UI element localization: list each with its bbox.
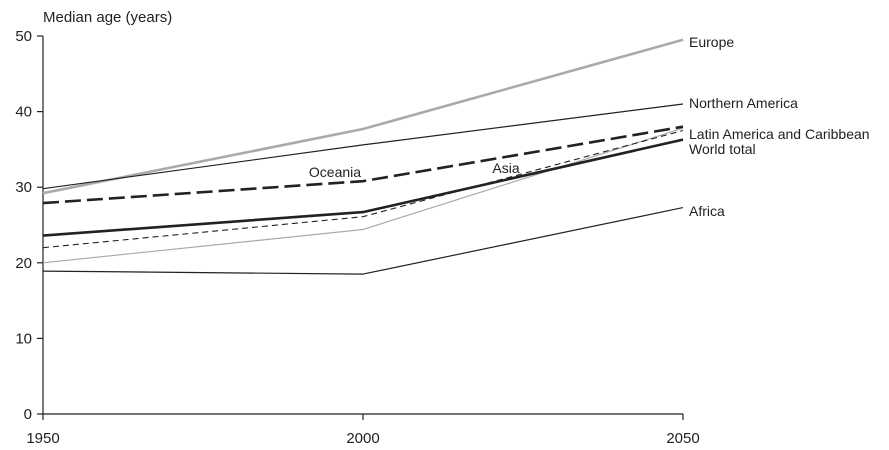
series-line-asia xyxy=(42,129,684,249)
series-line-europe xyxy=(42,38,684,195)
series-label-asia: Asia xyxy=(492,160,519,176)
y-tick-label: 30 xyxy=(15,179,32,196)
series-label-oceania: Oceania xyxy=(309,164,361,180)
y-tick-label: 40 xyxy=(15,104,32,121)
series-label-latin-america-and-caribbean: Latin America and Caribbean xyxy=(689,126,870,142)
series-label-africa: Africa xyxy=(689,203,725,219)
series-line-africa xyxy=(42,207,684,275)
y-tick-label: 20 xyxy=(15,255,32,272)
series-label-europe: Europe xyxy=(689,34,734,50)
axes: 0 10 20 30 40 50 1950 2000 2050 xyxy=(15,28,699,447)
series-label-world-total: World total xyxy=(689,141,756,157)
y-tick-label: 0 xyxy=(24,406,32,423)
x-tick-label: 1950 xyxy=(26,430,59,447)
y-axis-title: Median age (years) xyxy=(43,9,172,26)
series-lines xyxy=(42,38,684,275)
series-line-world-total xyxy=(42,138,684,237)
x-tick-label: 2000 xyxy=(346,430,379,447)
series-line-latin-america-and-caribbean xyxy=(42,127,684,264)
series-labels: Europe Northern America Latin America and … xyxy=(309,34,870,219)
series-line-oceania xyxy=(42,125,684,205)
series-label-northern-america: Northern America xyxy=(689,95,798,111)
x-tick-label: 2050 xyxy=(666,430,699,447)
y-tick-label: 10 xyxy=(15,330,32,347)
series-line-northern-america xyxy=(42,103,684,190)
y-tick-label: 50 xyxy=(15,28,32,45)
